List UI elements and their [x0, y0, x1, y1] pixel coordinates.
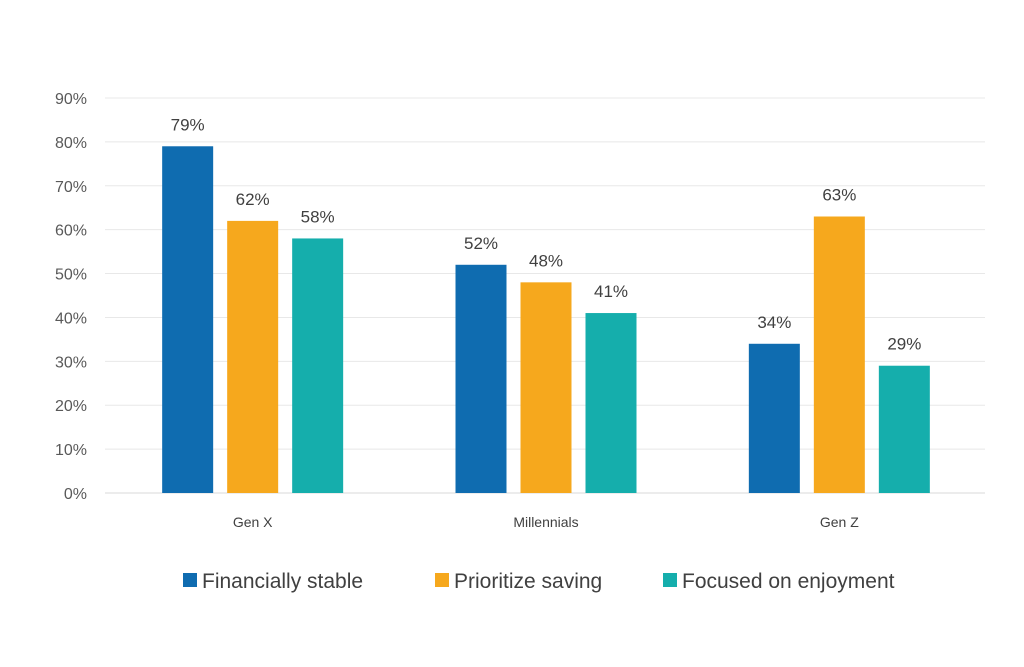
legend-swatch [663, 573, 677, 587]
y-tick-label: 80% [55, 135, 87, 152]
data-label: 79% [171, 115, 205, 134]
bar-financially-stable [748, 343, 800, 493]
x-tick-label: Gen X [233, 514, 273, 530]
data-label: 48% [529, 251, 563, 270]
bar-focused-on-enjoyment [585, 313, 637, 493]
x-tick-label: Gen Z [820, 514, 859, 530]
y-tick-label: 40% [55, 310, 87, 327]
bar-prioritize-saving [227, 220, 279, 493]
bar-focused-on-enjoyment [878, 365, 930, 493]
data-label: 41% [594, 282, 628, 301]
legend-label: Prioritize saving [454, 570, 602, 593]
y-tick-label: 90% [55, 91, 87, 108]
y-tick-label: 70% [55, 179, 87, 196]
y-tick-label: 60% [55, 223, 87, 240]
y-tick-label: 10% [55, 442, 87, 459]
x-tick-label: Millennials [513, 514, 578, 530]
y-tick-label: 30% [55, 354, 87, 371]
legend-label: Focused on enjoyment [682, 570, 895, 593]
bar-financially-stable [162, 146, 214, 493]
legend-swatch [435, 573, 449, 587]
legend-label: Financially stable [202, 570, 363, 593]
bar-prioritize-saving [520, 282, 572, 493]
data-label: 52% [464, 234, 498, 253]
bar-financially-stable [455, 264, 507, 493]
data-label: 34% [757, 313, 791, 332]
bar-focused-on-enjoyment [292, 238, 344, 493]
legend-swatch [183, 573, 197, 587]
data-label: 62% [236, 190, 270, 209]
bar-prioritize-saving [813, 216, 865, 493]
data-label: 63% [822, 186, 856, 205]
y-tick-label: 50% [55, 267, 87, 284]
data-label: 29% [887, 335, 921, 354]
data-label: 58% [301, 207, 335, 226]
y-tick-label: 0% [64, 486, 87, 503]
y-tick-label: 20% [55, 398, 87, 415]
